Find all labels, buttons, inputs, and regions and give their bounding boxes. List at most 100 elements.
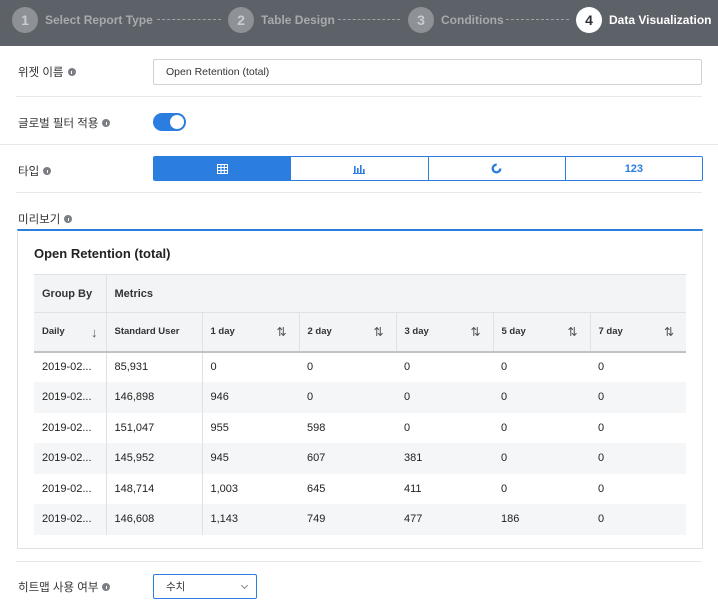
step-number: 3 <box>408 7 434 33</box>
table-cell: 145,952 <box>106 443 203 474</box>
type-label-text: 타입 <box>18 166 40 178</box>
table-cell: 0 <box>210 361 217 374</box>
number-icon: 123 <box>624 162 644 175</box>
table-cell: 0 <box>493 382 590 413</box>
table-cell: 2019-02... <box>34 443 107 474</box>
heatmap-select[interactable]: 수치 <box>153 574 257 599</box>
preview-label-text: 미리보기 <box>18 214 61 226</box>
info-icon[interactable] <box>43 167 52 175</box>
type-bar-chart-button[interactable] <box>291 157 429 180</box>
column-header-standard-user: Standard User <box>106 312 203 353</box>
table-cell: 0 <box>590 382 686 413</box>
table-cell: 0 <box>404 361 411 374</box>
step-label: Select Report Type <box>45 13 153 27</box>
step-table-design[interactable]: 2 Table Design <box>228 7 335 33</box>
table-cell: 1,143 <box>202 504 299 535</box>
sort-icon[interactable]: ⇅ <box>663 325 674 339</box>
table-cell: 0 <box>598 421 605 434</box>
step-number: 4 <box>576 7 602 33</box>
table-cell: 598 <box>307 421 326 434</box>
widget-name-input[interactable] <box>153 59 702 85</box>
sort-icon[interactable]: ⇅ <box>373 325 384 339</box>
table-row: 2019-02... 145,952 945 607 381 0 0 <box>34 443 686 474</box>
table-cell: 0 <box>404 421 411 434</box>
step-data-visualization[interactable]: 4 Data Visualization <box>576 7 711 33</box>
table-cell: 411 <box>404 482 422 495</box>
divider <box>16 96 702 97</box>
type-donut-chart-button[interactable] <box>428 157 566 180</box>
table-cell: 0 <box>493 443 590 474</box>
divider <box>16 192 702 193</box>
wizard-stepper: 1 Select Report Type 2 Table Design 3 Co… <box>0 0 718 46</box>
table-cell: 0 <box>598 361 605 374</box>
table-cell: 0 <box>307 361 314 374</box>
type-table-button[interactable] <box>154 157 292 180</box>
heatmap-label: 히트맵 사용 여부 <box>18 579 111 595</box>
table-row: 2019-02... 85,931 0 0 0 0 0 <box>34 351 686 382</box>
column-header-3-day[interactable]: 3 day ⇅ <box>396 312 494 353</box>
step-connector <box>506 19 569 20</box>
heatmap-label-text: 히트맵 사용 여부 <box>18 582 99 594</box>
metrics-header: Metrics <box>106 274 686 313</box>
divider <box>0 144 718 145</box>
table-cell: 85,931 <box>106 351 203 382</box>
table-cell: 0 <box>590 504 686 535</box>
widget-name-label: 위젯 이름 <box>18 64 76 80</box>
table-cell: 955 <box>210 421 229 434</box>
table-row: 2019-02... 146,898 946 0 0 0 0 <box>34 382 686 413</box>
type-label: 타입 <box>18 163 52 179</box>
column-header-daily[interactable]: Daily ↓ <box>34 312 107 353</box>
preview-title: Open Retention (total) <box>34 246 171 261</box>
table-cell: 2019-02... <box>34 351 107 382</box>
table-cell: 0 <box>501 361 508 374</box>
chevron-down-icon <box>240 581 249 590</box>
sort-icon[interactable]: ⇅ <box>470 325 481 339</box>
table-cell: 2019-02... <box>34 412 107 443</box>
type-number-button[interactable]: 123 <box>565 157 702 180</box>
step-number: 2 <box>228 7 254 33</box>
table-row: 2019-02... 151,047 955 598 0 0 0 <box>34 412 686 443</box>
column-header-label: 3 day <box>404 326 429 338</box>
step-number: 1 <box>12 7 38 33</box>
column-header-label: 2 day <box>307 326 332 338</box>
sort-icon[interactable]: ⇅ <box>276 325 287 339</box>
visualization-type-selector: 123 <box>153 156 703 181</box>
donut-chart-icon <box>491 163 502 174</box>
column-header-label: 1 day <box>210 326 235 338</box>
info-icon[interactable] <box>67 68 76 76</box>
preview-label: 미리보기 <box>18 211 73 227</box>
table-cell: 749 <box>299 504 396 535</box>
arrow-down-icon[interactable]: ↓ <box>91 325 98 340</box>
table-cell: 0 <box>598 482 605 495</box>
preview-table: Group By Metrics Daily ↓ Standard User 1… <box>34 274 686 535</box>
column-header-1-day[interactable]: 1 day ⇅ <box>202 312 300 353</box>
column-header-2-day[interactable]: 2 day ⇅ <box>299 312 397 353</box>
table-cell: 0 <box>299 382 396 413</box>
sort-icon[interactable]: ⇅ <box>567 325 578 339</box>
step-conditions[interactable]: 3 Conditions <box>408 7 504 33</box>
table-cell: 146,898 <box>106 382 203 413</box>
table-cell: 0 <box>590 443 686 474</box>
step-connector <box>157 19 221 20</box>
step-label: Data Visualization <box>609 13 712 27</box>
global-filter-toggle[interactable] <box>153 113 186 131</box>
table-cell: 645 <box>307 482 326 495</box>
step-select-report-type[interactable]: 1 Select Report Type <box>12 7 153 33</box>
table-cell: 477 <box>396 504 493 535</box>
heatmap-select-value: 수치 <box>166 581 186 593</box>
table-cell: 0 <box>396 382 493 413</box>
table-cell: 151,047 <box>106 412 203 443</box>
divider <box>16 561 702 562</box>
info-icon[interactable] <box>102 583 111 591</box>
global-filter-label: 글로벌 필터 적용 <box>18 115 111 131</box>
column-header-label: Daily <box>42 326 65 338</box>
column-header-5-day[interactable]: 5 day ⇅ <box>493 312 591 353</box>
table-cell: 0 <box>501 482 508 495</box>
info-icon[interactable] <box>64 215 73 223</box>
table-cell: 945 <box>202 443 299 474</box>
column-header-7-day[interactable]: 7 day ⇅ <box>590 312 686 353</box>
step-label: Conditions <box>441 13 504 27</box>
info-icon[interactable] <box>102 119 111 127</box>
table-cell: 2019-02... <box>34 382 107 413</box>
table-cell: 946 <box>202 382 299 413</box>
